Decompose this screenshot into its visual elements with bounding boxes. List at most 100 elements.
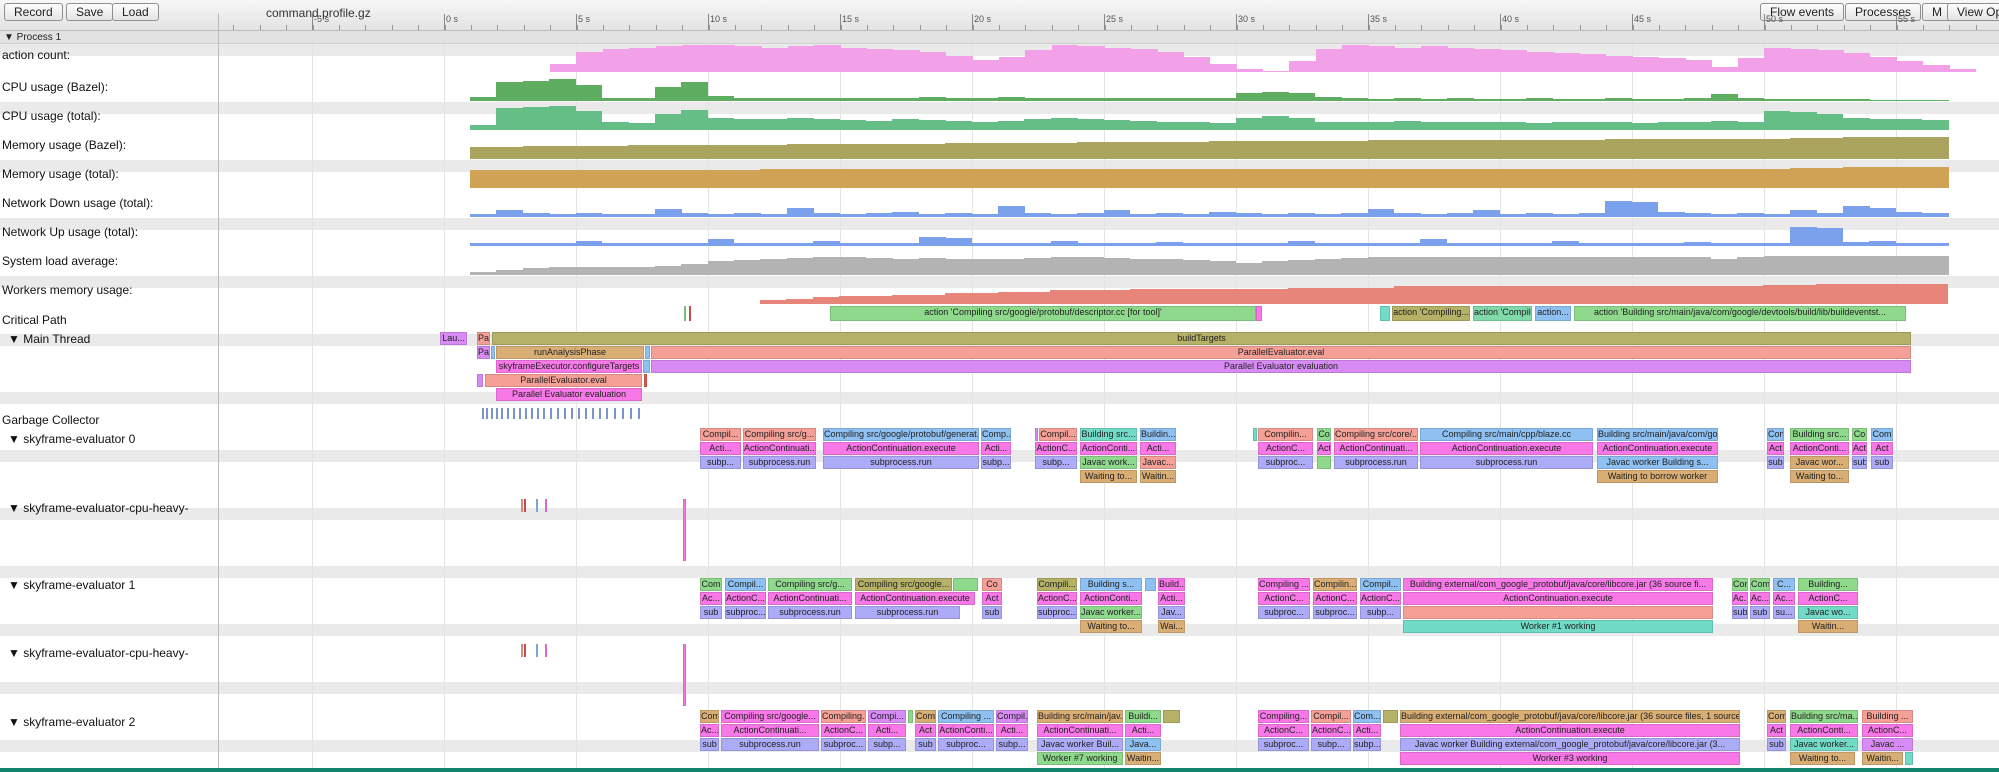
counter-bar[interactable]	[1552, 214, 1580, 217]
counter-bar[interactable]	[786, 299, 814, 304]
trace-bar[interactable]: subproc...	[1313, 606, 1357, 619]
trace-bar[interactable]: Javac wo...	[1798, 606, 1858, 619]
counter-bar[interactable]	[1895, 243, 1923, 246]
trace-bar[interactable]	[477, 374, 483, 387]
trace-bar[interactable]: Comp...	[981, 428, 1011, 441]
counter-bar[interactable]	[1499, 140, 1527, 159]
trace-bar[interactable]: action 'Building src/main/java/com/googl…	[1574, 306, 1906, 321]
counter-bar[interactable]	[1472, 286, 1500, 304]
counter-bar[interactable]	[1526, 98, 1553, 101]
trace-bar[interactable]: Worker #7 working	[1037, 752, 1123, 765]
counter-bar[interactable]	[1842, 118, 1870, 130]
trace-bar[interactable]: ActionC...	[1258, 592, 1310, 605]
counter-bar[interactable]	[1314, 97, 1342, 101]
trace-bar[interactable]: Compil...	[1311, 710, 1351, 723]
counter-bar[interactable]	[1420, 239, 1448, 246]
counter-bar[interactable]	[1103, 98, 1131, 101]
counter-bar[interactable]	[892, 243, 920, 246]
counter-bar[interactable]	[1262, 214, 1289, 217]
trace-bar[interactable]: subproc...	[1258, 456, 1313, 469]
counter-bar[interactable]	[1526, 123, 1553, 130]
counter-bar[interactable]	[918, 97, 946, 101]
counter-bar[interactable]	[734, 170, 761, 188]
trace-bar[interactable]: subprocess.run	[855, 606, 960, 619]
trace-bar[interactable]: Compil...	[700, 428, 741, 441]
counter-bar[interactable]	[1050, 241, 1078, 246]
counter-bar[interactable]	[681, 243, 708, 246]
counter-bar[interactable]	[1763, 139, 1791, 159]
counter-bar[interactable]	[1816, 256, 1844, 275]
counter-bar[interactable]	[1262, 141, 1289, 159]
counter-bar[interactable]	[681, 264, 708, 275]
trace-bar[interactable]: subp...	[868, 738, 906, 751]
counter-bar[interactable]	[1499, 214, 1527, 217]
counter-bar[interactable]	[1367, 243, 1395, 246]
counter-bar[interactable]	[1552, 286, 1579, 304]
counter-bar[interactable]	[1578, 122, 1606, 130]
trace-bar[interactable]	[683, 644, 686, 706]
trace-bar[interactable]: ActionContinuation.execute	[823, 442, 979, 455]
counter-bar[interactable]	[1499, 169, 1527, 188]
trace-bar[interactable]: Com	[700, 710, 719, 723]
counter-bar[interactable]	[470, 97, 497, 101]
counter-bar[interactable]	[1869, 241, 1896, 246]
counter-bar[interactable]	[1473, 99, 1500, 101]
counter-bar[interactable]	[1869, 256, 1896, 275]
trace-bar[interactable]: Buildin...	[1140, 428, 1176, 441]
counter-bar[interactable]	[1842, 256, 1870, 275]
counter-bar[interactable]	[1763, 169, 1791, 188]
counter-bar[interactable]	[734, 119, 761, 130]
counter-bar[interactable]	[470, 170, 497, 188]
counter-bar[interactable]	[1182, 243, 1210, 246]
trace-bar[interactable]: Compil...	[725, 578, 766, 591]
counter-bar[interactable]	[1790, 138, 1817, 159]
counter-bar[interactable]	[944, 293, 972, 304]
counter-bar[interactable]	[1420, 169, 1448, 188]
trace-bar[interactable]	[486, 408, 488, 419]
counter-bar[interactable]	[575, 170, 603, 188]
trace-bar[interactable]	[537, 408, 539, 419]
counter-bar[interactable]	[1922, 213, 1949, 217]
counter-bar[interactable]	[1289, 61, 1316, 72]
counter-bar[interactable]	[1842, 242, 1870, 246]
counter-bar[interactable]	[866, 144, 893, 159]
trace-bar[interactable]	[521, 644, 523, 657]
counter-bar[interactable]	[1103, 120, 1131, 130]
counter-bar[interactable]	[1552, 122, 1580, 130]
trace-bar[interactable]: ActionContinuati...	[743, 442, 816, 455]
counter-bar[interactable]	[1895, 137, 1923, 159]
trace-bar[interactable]	[501, 408, 503, 419]
counter-bar[interactable]	[575, 146, 603, 159]
counter-bar[interactable]	[760, 300, 787, 304]
process-header[interactable]: ▼ Process 1	[0, 30, 1999, 44]
trace-bar[interactable]: subprocess.run	[823, 456, 979, 469]
counter-bar[interactable]	[1685, 60, 1712, 72]
trace-bar[interactable]: Jav...	[1158, 606, 1185, 619]
counter-bar[interactable]	[1684, 213, 1712, 217]
counter-bar[interactable]	[496, 243, 524, 246]
counter-bar[interactable]	[1024, 258, 1052, 275]
trace-bar[interactable]: subprocess.run	[1420, 456, 1593, 469]
counter-bar[interactable]	[1605, 201, 1632, 217]
counter-bar[interactable]	[1156, 289, 1183, 304]
trace-bar[interactable]: Act	[915, 724, 936, 737]
trace-bar[interactable]: Waitin...	[1862, 752, 1903, 765]
counter-bar[interactable]	[734, 260, 761, 275]
counter-bar[interactable]	[1949, 69, 1976, 72]
save-button[interactable]: Save	[66, 3, 114, 21]
counter-bar[interactable]	[1710, 259, 1738, 275]
counter-bar[interactable]	[707, 170, 735, 188]
counter-bar[interactable]	[496, 210, 524, 217]
counter-bar[interactable]	[1842, 284, 1870, 304]
counter-bar[interactable]	[628, 243, 656, 246]
counter-bar[interactable]	[892, 212, 920, 217]
trace-bar[interactable]: Building src/main/jav...	[1037, 710, 1123, 723]
counter-bar[interactable]	[1789, 285, 1817, 304]
trace-bar[interactable]: Compiling src/google/protobuf/generat...	[823, 428, 979, 441]
counter-bar[interactable]	[761, 48, 788, 72]
counter-bar[interactable]	[760, 243, 788, 246]
counter-bar[interactable]	[1763, 111, 1791, 130]
counter-bar[interactable]	[998, 143, 1025, 159]
counter-bar[interactable]	[1368, 46, 1396, 72]
counter-bar[interactable]	[1394, 243, 1421, 246]
